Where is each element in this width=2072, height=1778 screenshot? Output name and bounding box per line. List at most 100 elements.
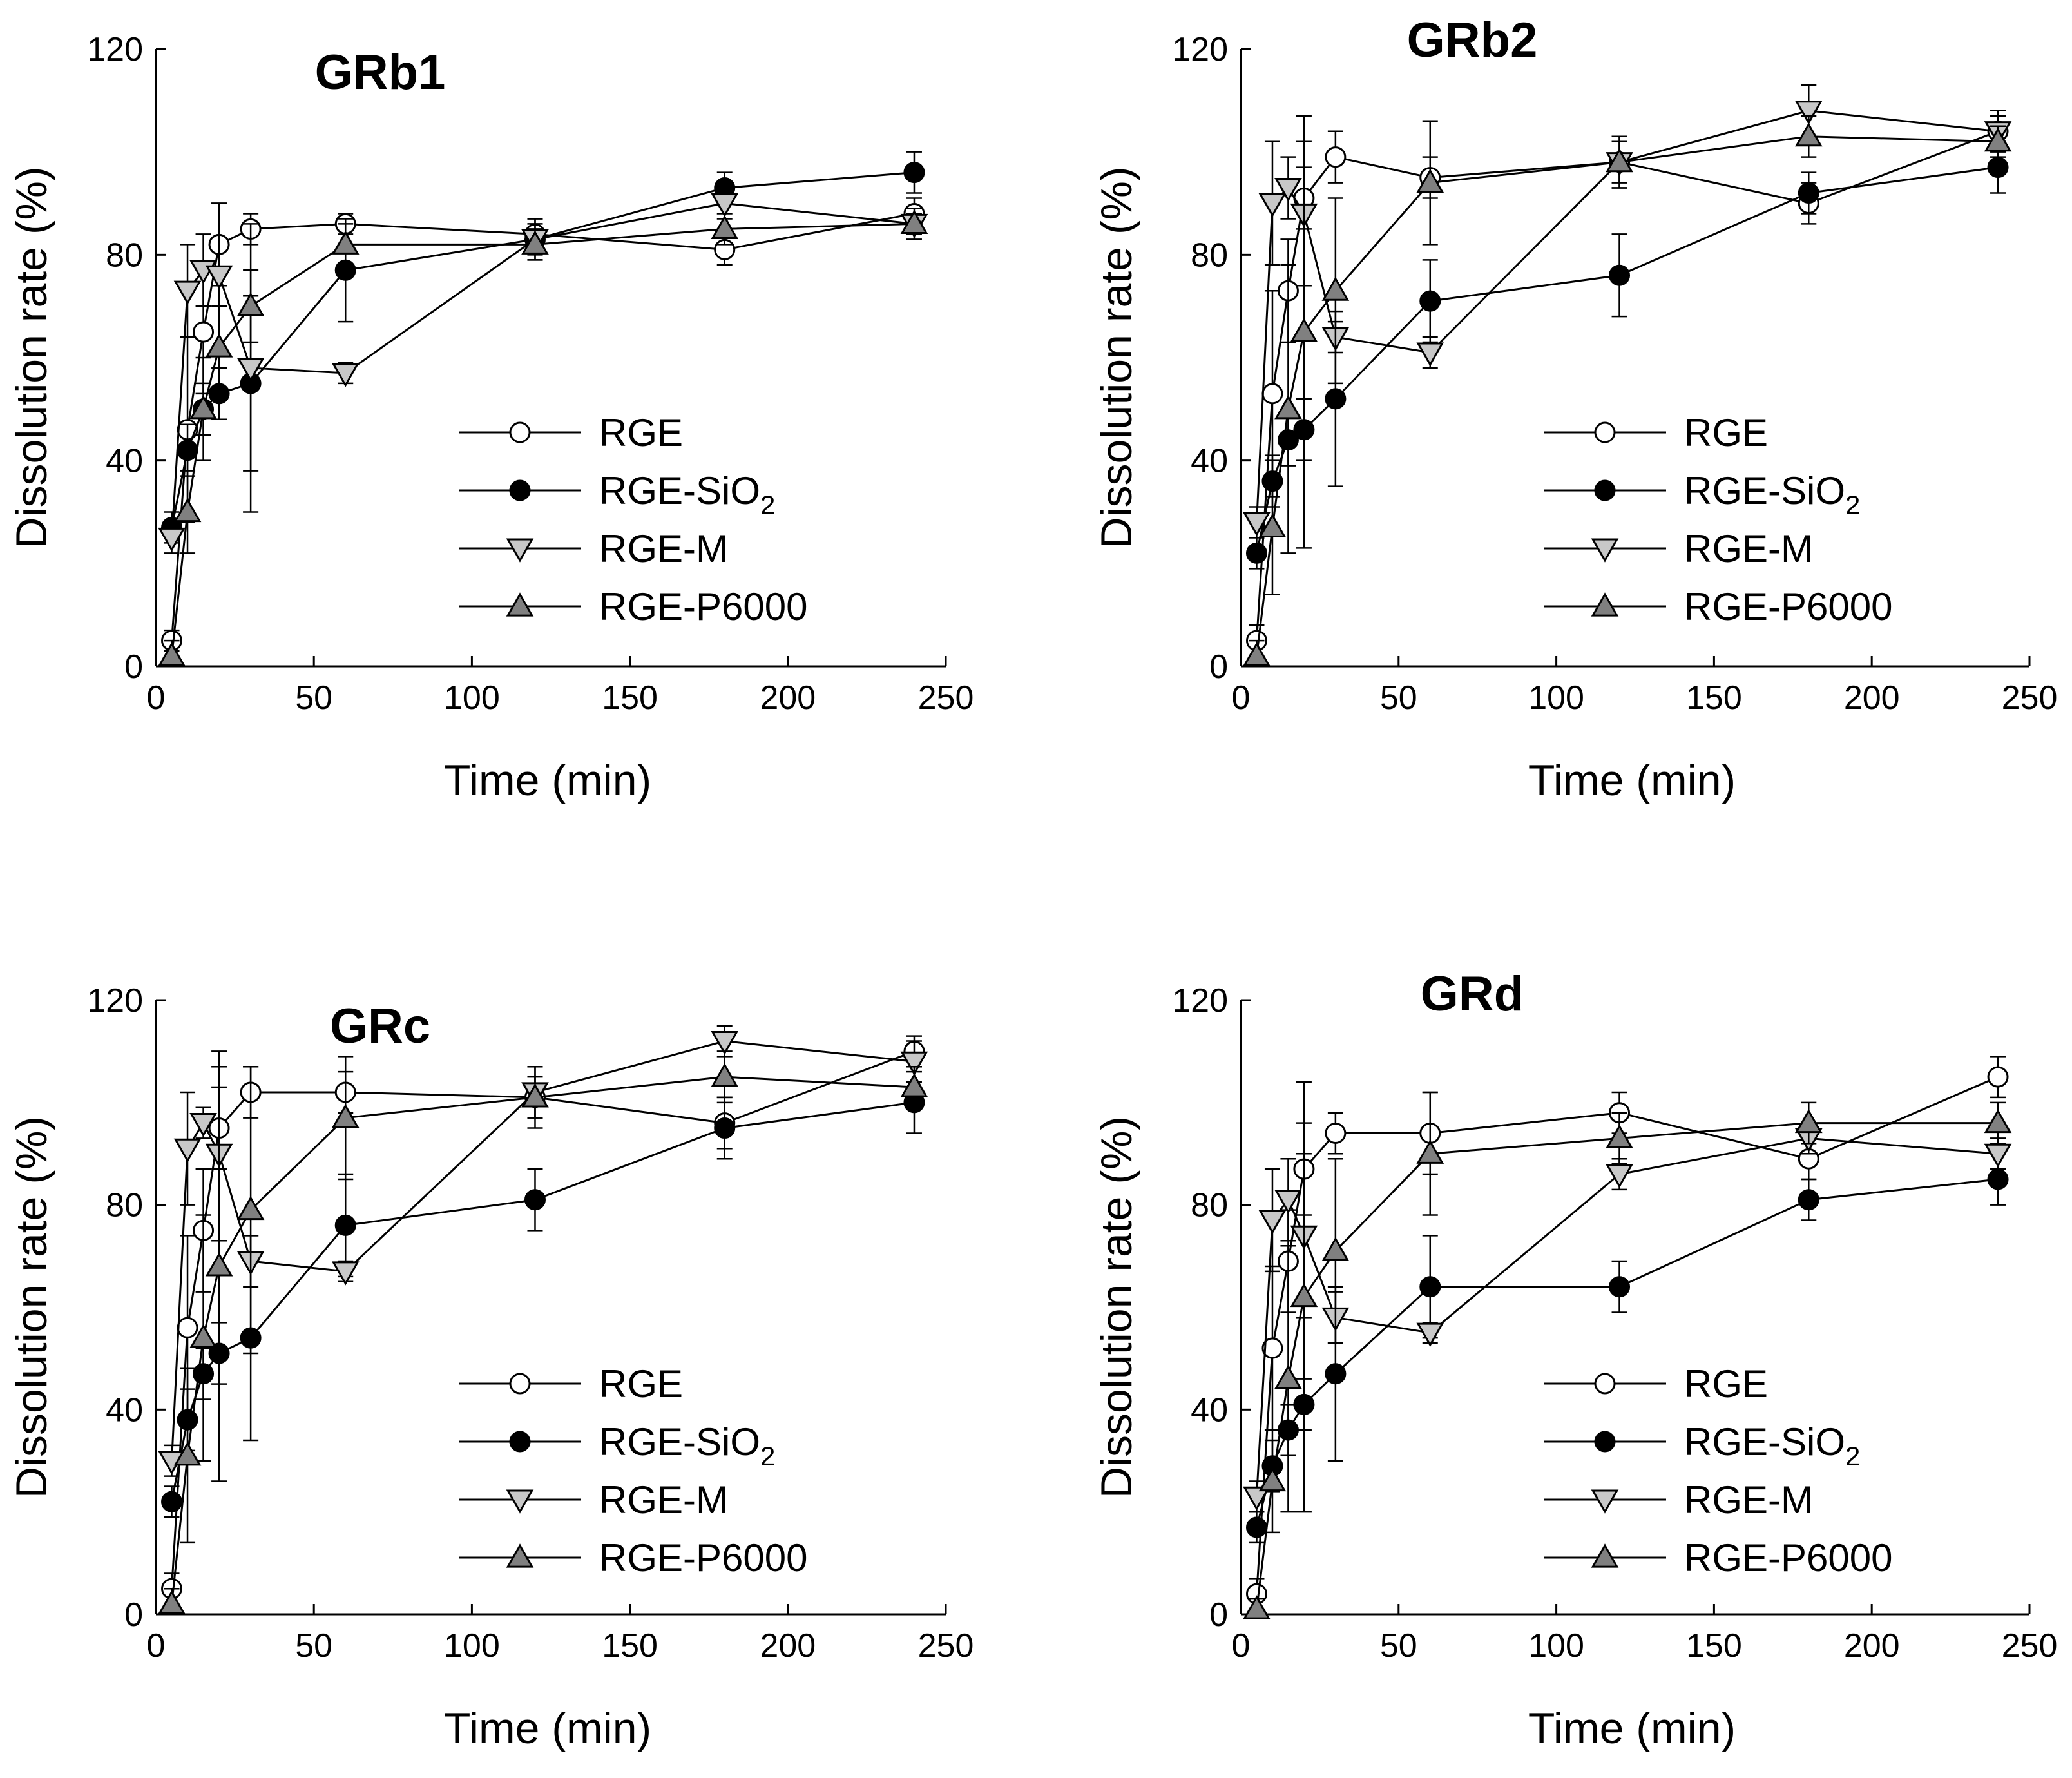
x-tick-label: 100 <box>444 1627 500 1665</box>
series-rge-sio2 <box>161 151 925 544</box>
data-point-rge <box>1325 146 1347 168</box>
legend-label: RGE <box>1684 1362 1768 1406</box>
y-axis-label: Dissolution rate (%) <box>7 166 56 548</box>
data-point-rge-sio2 <box>1798 1189 1819 1211</box>
series-line-rge-sio2 <box>1256 166 1999 554</box>
legend-entry-rge-sio2: RGE-SiO2 <box>459 1420 775 1471</box>
legend-marker <box>509 479 531 501</box>
legend-marker <box>1591 1543 1619 1568</box>
series-line-rge-sio2 <box>171 171 915 528</box>
series-rge <box>161 197 925 652</box>
data-point-rge-p6000 <box>205 1252 233 1277</box>
panel-title: GRc <box>330 999 430 1054</box>
legend-label: RGE-M <box>1684 527 1813 570</box>
data-point-rge-m <box>1794 101 1823 125</box>
data-point-rge-p6000 <box>521 230 549 255</box>
x-axis-label: Time (min) <box>1528 756 1736 805</box>
x-tick-label: 250 <box>918 679 974 717</box>
data-point-rge-p6000 <box>236 292 265 316</box>
x-tick-label: 250 <box>2002 1627 2058 1665</box>
legend-label: RGE-SiO2 <box>1684 1420 1860 1471</box>
x-tick-label: 100 <box>1528 1627 1584 1665</box>
legend-marker <box>506 1543 534 1568</box>
series-line-rge <box>1255 130 1999 641</box>
x-tick-label: 250 <box>2002 679 2058 717</box>
series-rge <box>1245 115 2009 657</box>
legend-label: RGE-P6000 <box>1684 1536 1893 1580</box>
legend-marker <box>1594 1373 1616 1395</box>
data-point-rge-p6000 <box>1243 642 1271 666</box>
series-rge-p6000 <box>158 1050 928 1616</box>
data-point-rge-sio2 <box>1609 264 1631 286</box>
data-point-rge-m <box>1606 1164 1633 1188</box>
y-tick-label: 40 <box>1191 443 1228 480</box>
data-point-rge-p6000 <box>189 395 217 420</box>
data-point-rge-p6000 <box>900 1073 928 1097</box>
y-tick-label: 120 <box>1172 31 1228 68</box>
data-point-rge-m <box>1243 512 1271 537</box>
data-point-rge-m <box>331 363 360 387</box>
legend: RGE RGE-SiO2 RGE-M RGE-P6000 <box>459 411 808 628</box>
series-line-rge-p6000 <box>1255 135 1999 657</box>
x-tick-label: 150 <box>1686 679 1742 717</box>
data-point-rge-p6000 <box>236 1195 265 1221</box>
data-point-rge-p6000 <box>1984 127 2012 152</box>
data-point-rge-p6000 <box>1984 1108 2012 1134</box>
data-point-rge-m <box>158 527 186 552</box>
series-rge-sio2 <box>1245 140 2009 570</box>
data-point-rge-p6000 <box>158 1590 186 1614</box>
x-axis-label: Time (min) <box>444 1704 651 1753</box>
data-point-rge-sio2 <box>1245 1516 1267 1538</box>
chart-panel-grc: 0 50 100 150 200 250 0 40 80 120 Time (min) Dissolu… <box>7 982 974 1753</box>
legend-label: RGE-SiO2 <box>599 469 775 520</box>
data-point-rge-p6000 <box>1290 1282 1318 1308</box>
data-point-rge-p6000 <box>158 642 186 666</box>
data-point-rge-m <box>236 358 265 382</box>
data-point-rge-m <box>1243 1486 1271 1511</box>
data-point-rge-p6000 <box>331 230 360 255</box>
data-point-rge-p6000 <box>205 333 233 358</box>
data-point-rge-sio2 <box>1419 290 1441 312</box>
data-point-rge-m <box>711 193 739 218</box>
data-point-rge-p6000 <box>1416 1139 1444 1164</box>
x-tick-label: 100 <box>444 679 500 717</box>
legend-marker <box>1594 421 1616 443</box>
x-tick-label: 150 <box>602 679 658 717</box>
series-line-rge-m <box>1255 110 1999 523</box>
data-point-rge <box>177 1317 198 1338</box>
legend-label: RGE-SiO2 <box>1684 469 1860 520</box>
legend-label: RGE-P6000 <box>599 585 808 628</box>
legend-label: RGE-P6000 <box>1684 585 1893 628</box>
legend-entry-rge-m: RGE-M <box>459 527 728 570</box>
legend-label: RGE-P6000 <box>599 1536 808 1580</box>
y-tick-label: 80 <box>106 237 143 274</box>
legend-marker <box>509 1431 531 1453</box>
series-line-rge <box>171 1050 915 1589</box>
x-tick-label: 250 <box>918 1627 974 1665</box>
y-tick-label: 0 <box>124 1596 143 1634</box>
data-point-rge-p6000 <box>1606 148 1633 173</box>
data-point-rge-sio2 <box>161 1491 183 1512</box>
data-point-rge-sio2 <box>1609 1276 1631 1298</box>
data-point-rge-sio2 <box>524 1189 546 1211</box>
y-tick-label: 80 <box>106 1187 143 1224</box>
legend-label: RGE-M <box>1684 1478 1813 1522</box>
series-line-rge <box>1255 1076 1999 1594</box>
legend: RGE RGE-SiO2 RGE-M RGE-P6000 <box>1544 1362 1893 1580</box>
x-tick-label: 0 <box>1232 679 1251 717</box>
data-point-rge-p6000 <box>173 498 202 523</box>
legend-marker <box>509 1373 531 1395</box>
data-point-rge <box>1325 1122 1347 1144</box>
legend-entry-rge: RGE <box>459 1362 683 1406</box>
data-point-rge-sio2 <box>1245 542 1267 564</box>
data-point-rge-m <box>189 1113 217 1137</box>
legend-marker <box>506 592 534 617</box>
data-point-rge-m <box>1984 1143 2012 1168</box>
series-rge-p6000 <box>158 209 928 668</box>
legend-entry-rge-p6000: RGE-P6000 <box>459 1536 808 1580</box>
chart-panel-grb2: 0 50 100 150 200 250 0 40 80 120 Time (min) Dissolu… <box>1092 13 2057 805</box>
data-point-rge <box>1987 1066 2009 1088</box>
data-point-rge-m <box>711 1030 739 1056</box>
legend-label: RGE-M <box>599 1478 728 1522</box>
data-point-rge-p6000 <box>1290 318 1318 342</box>
